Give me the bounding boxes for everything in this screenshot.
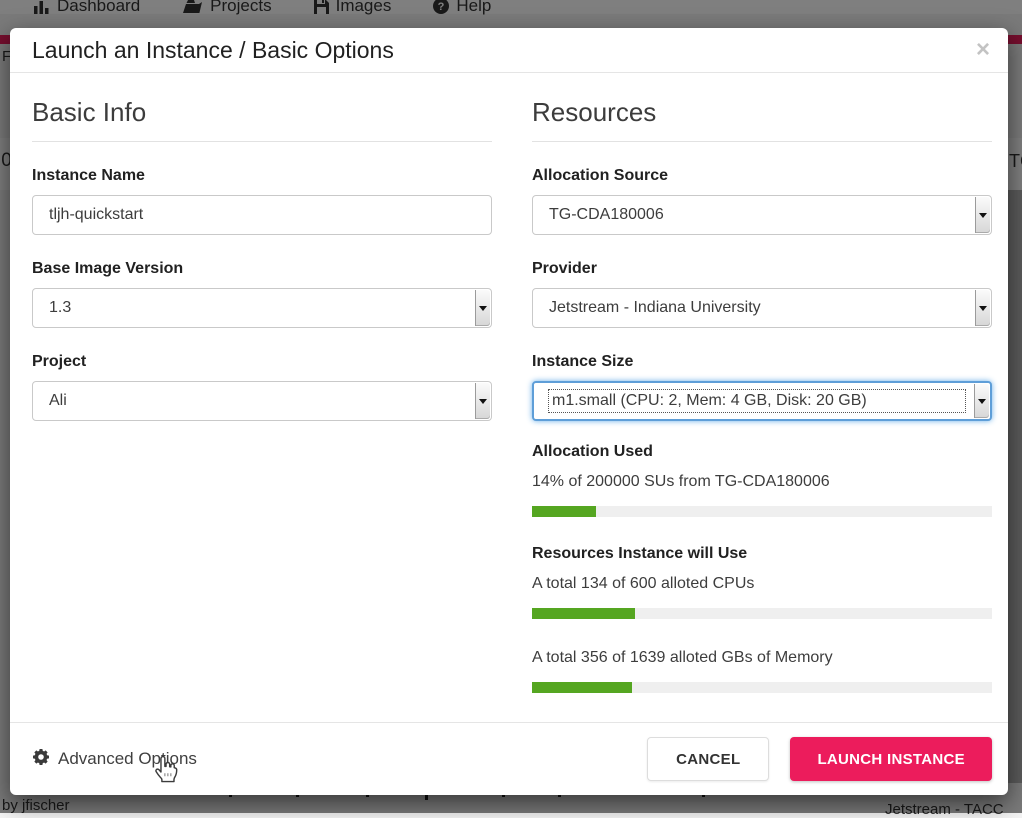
resources-will-use-label: Resources Instance will Use <box>532 545 748 562</box>
chevron-down-icon <box>475 383 490 419</box>
cancel-button[interactable]: CANCEL <box>647 737 770 781</box>
progress-fill <box>532 608 635 619</box>
selected-value: TG-CDA180006 <box>549 206 664 223</box>
modal-header: Launch an Instance / Basic Options × <box>10 28 1008 73</box>
advanced-options-label: Advanced Options <box>58 749 197 768</box>
memory-usage-text: A total 356 of 1639 alloted GBs of Memor… <box>532 649 833 666</box>
project-select[interactable]: Ali <box>32 381 492 421</box>
instance-name-input[interactable] <box>32 195 492 235</box>
allocation-used-label: Allocation Used <box>532 443 653 460</box>
cpu-usage-progressbar <box>532 608 992 619</box>
modal-title: Launch an Instance / Basic Options <box>32 36 394 63</box>
modal-body: Basic Info Instance Name Base Image Vers… <box>10 73 1008 722</box>
chevron-down-icon <box>975 290 990 326</box>
allocation-source-select[interactable]: TG-CDA180006 <box>532 195 992 235</box>
memory-usage-progressbar <box>532 682 992 693</box>
modal-footer: Advanced Options CANCEL LAUNCH INSTANCE <box>10 722 1008 795</box>
launch-instance-button[interactable]: LAUNCH INSTANCE <box>790 737 992 781</box>
gear-icon <box>32 748 50 771</box>
instance-size-select[interactable]: m1.small (CPU: 2, Mem: 4 GB, Disk: 20 GB… <box>532 381 992 421</box>
allocation-used-text: 14% of 200000 SUs from TG-CDA180006 <box>532 473 830 490</box>
selected-value: 1.3 <box>49 299 72 316</box>
selected-value: Jetstream - Indiana University <box>549 299 761 316</box>
cpu-usage-text: A total 134 of 600 alloted CPUs <box>532 575 755 592</box>
base-image-version-label: Base Image Version <box>32 260 184 277</box>
project-label: Project <box>32 353 87 370</box>
allocation-source-label: Allocation Source <box>532 167 669 184</box>
selected-value: Ali <box>49 392 67 409</box>
progress-fill <box>532 682 632 693</box>
instance-name-label: Instance Name <box>32 167 145 184</box>
allocation-used-progressbar <box>532 506 992 517</box>
progress-fill <box>532 506 597 517</box>
chevron-down-icon <box>974 384 989 418</box>
instance-size-label: Instance Size <box>532 353 634 370</box>
basic-info-section: Basic Info Instance Name Base Image Vers… <box>32 97 492 722</box>
basic-info-heading: Basic Info <box>32 97 492 142</box>
advanced-options-button[interactable]: Advanced Options <box>32 748 197 771</box>
resources-section: Resources Allocation Source TG-CDA180006… <box>532 97 992 722</box>
base-image-version-select[interactable]: 1.3 <box>32 288 492 328</box>
resources-heading: Resources <box>532 97 992 142</box>
selected-value: m1.small (CPU: 2, Mem: 4 GB, Disk: 20 GB… <box>548 389 966 413</box>
launch-instance-modal: Launch an Instance / Basic Options × Bas… <box>10 28 1008 795</box>
provider-select[interactable]: Jetstream - Indiana University <box>532 288 992 328</box>
chevron-down-icon <box>475 290 490 326</box>
chevron-down-icon <box>975 197 990 233</box>
provider-label: Provider <box>532 260 597 277</box>
close-icon[interactable]: × <box>975 36 990 63</box>
